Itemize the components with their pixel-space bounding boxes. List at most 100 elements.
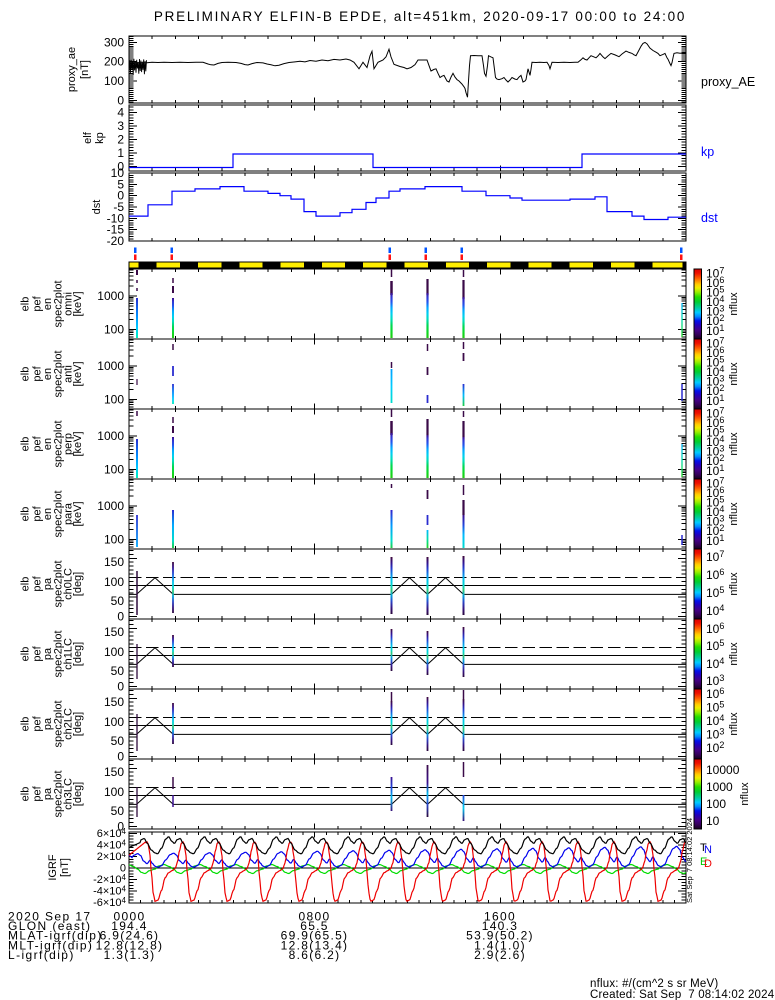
svg-text:-4×104: -4×104 [93,885,126,898]
svg-text:perp: perp [63,433,75,455]
svg-text:100: 100 [104,645,124,659]
svg-text:0: 0 [117,680,124,694]
svg-text:pa: pa [42,577,54,590]
svg-text:0: 0 [117,750,124,764]
svg-text:nflux: nflux [728,292,740,316]
svg-text:12.8(12.8): 12.8(12.8) [96,938,164,952]
svg-text:150: 150 [104,555,124,569]
svg-text:Sat Sep 7 08:14:02 2024: Sat Sep 7 08:14:02 2024 [685,818,694,903]
svg-text:T: T [700,842,707,854]
svg-text:2: 2 [117,133,124,147]
svg-text:200: 200 [104,55,124,69]
svg-text:PRELIMINARY ELFIN-B EPDE, alt=: PRELIMINARY ELFIN-B EPDE, alt=451km, 202… [154,9,686,24]
svg-text:50: 50 [111,664,125,678]
svg-text:pef: pef [32,715,44,731]
svg-text:nflux: nflux [739,782,751,806]
svg-text:0: 0 [117,93,124,107]
svg-text:[nT]: [nT] [59,858,71,877]
svg-text:194.4: 194.4 [111,919,148,933]
svg-text:spec2plot: spec2plot [53,770,65,817]
svg-text:spec2plot: spec2plot [53,560,65,607]
svg-text:100: 100 [706,797,726,811]
svg-text:spec2plot: spec2plot [53,700,65,747]
svg-text:1.4(1.0): 1.4(1.0) [474,938,526,952]
svg-text:69.9(65.5): 69.9(65.5) [281,929,349,943]
svg-text:-5: -5 [113,200,124,214]
svg-text:ch0LC: ch0LC [63,568,75,600]
svg-text:6×104: 6×104 [97,827,127,840]
svg-text:dst: dst [91,200,103,215]
svg-text:N: N [704,844,712,856]
svg-text:1: 1 [117,146,124,160]
svg-text:MLAT-igrf(dip): MLAT-igrf(dip) [8,929,103,943]
svg-text:elb: elb [20,437,32,452]
svg-text:100: 100 [104,463,124,477]
svg-text:-20: -20 [107,234,125,248]
svg-text:nflux: nflux [728,572,740,596]
svg-text:pef: pef [32,645,44,661]
svg-text:1000: 1000 [97,499,124,513]
svg-text:[deg]: [deg] [72,572,84,596]
svg-text:12.8(13.4): 12.8(13.4) [281,938,349,952]
svg-text:[keV]: [keV] [72,291,84,316]
svg-text:elb: elb [20,507,32,522]
svg-text:[keV]: [keV] [72,361,84,386]
svg-text:ch3LC: ch3LC [63,778,75,810]
svg-text:en: en [42,438,54,450]
svg-text:pef: pef [32,785,44,801]
svg-text:-2×104: -2×104 [93,873,126,886]
svg-text:elb: elb [20,717,32,732]
svg-text:spec2plot: spec2plot [53,350,65,397]
svg-text:pef: pef [32,575,44,591]
svg-text:150: 150 [104,695,124,709]
svg-text:elb: elb [20,367,32,382]
svg-text:-10: -10 [107,211,125,225]
svg-text:ch1LC: ch1LC [63,638,75,670]
svg-text:[deg]: [deg] [72,642,84,666]
svg-text:nflux: nflux [728,362,740,386]
svg-text:MLT-igrf(dip): MLT-igrf(dip) [8,938,93,952]
svg-text:anti: anti [63,365,75,383]
svg-text:elb: elb [20,297,32,312]
svg-text:50: 50 [111,734,125,748]
svg-text:elb: elb [20,577,32,592]
svg-text:-15: -15 [107,223,125,237]
svg-text:nflux: nflux [728,642,740,666]
svg-text:spec2plot: spec2plot [53,280,65,327]
svg-text:2.9(2.6): 2.9(2.6) [474,948,526,962]
svg-text:2020 Sep 17: 2020 Sep 17 [8,910,91,924]
svg-text:1000: 1000 [706,780,733,794]
svg-text:pef: pef [32,505,44,521]
svg-text:0: 0 [120,863,126,875]
svg-text:nflux: #/(cm^2 s sr MeV): nflux: #/(cm^2 s sr MeV) [590,978,718,990]
svg-text:-6×104: -6×104 [93,896,126,909]
svg-text:300: 300 [104,35,124,49]
svg-text:en: en [42,508,54,520]
svg-text:1.3(1.3): 1.3(1.3) [104,948,156,962]
svg-text:100: 100 [104,74,124,88]
svg-text:pa: pa [42,647,54,660]
svg-text:E: E [700,856,707,868]
svg-text:1600: 1600 [484,910,516,924]
svg-text:pef: pef [32,295,44,311]
svg-text:53.9(50.2): 53.9(50.2) [466,929,534,943]
svg-text:L-igrf(dip): L-igrf(dip) [8,948,75,962]
svg-text:para: para [63,502,75,525]
svg-text:100: 100 [104,393,124,407]
svg-text:100: 100 [104,533,124,547]
svg-text:GLON (east): GLON (east) [8,919,91,933]
svg-text:10000: 10000 [706,763,740,777]
svg-text:[nT]: [nT] [79,60,91,79]
svg-text:50: 50 [111,594,125,608]
svg-text:nflux: nflux [728,712,740,736]
svg-text:[keV]: [keV] [72,501,84,526]
svg-text:Created: Sat Sep 7 08:14:02 2: Created: Sat Sep 7 08:14:02 2024 [590,989,775,1000]
svg-text:nflux: nflux [728,502,740,526]
svg-text:0: 0 [117,610,124,624]
svg-text:pef: pef [32,435,44,451]
svg-text:[deg]: [deg] [72,712,84,736]
svg-text:proxy_AE: proxy_AE [701,75,755,89]
svg-text:en: en [42,298,54,310]
svg-text:spec2plot: spec2plot [53,420,65,467]
svg-text:spec2plot: spec2plot [53,490,65,537]
